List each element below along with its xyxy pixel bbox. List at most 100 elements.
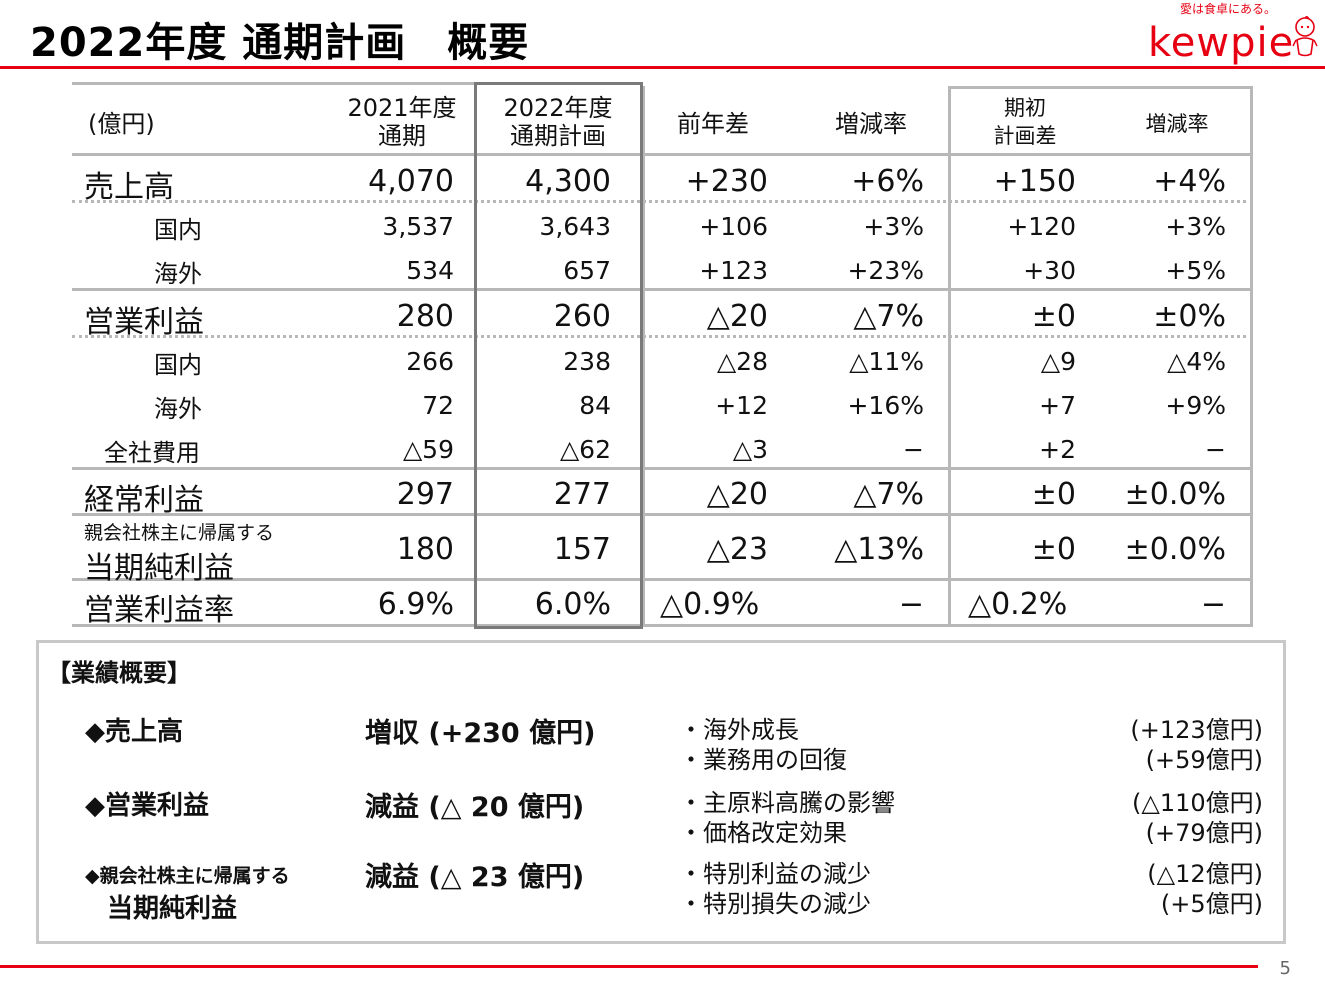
row-label-operating-profit: 営業利益 <box>84 305 204 340</box>
financial-plan-table: (億円) 2021年度 通期 2022年度 通期計画 前年差 増減率 期初 計画… <box>72 82 1253 630</box>
cell-2021: 297 <box>396 477 454 512</box>
table-top-border-right <box>948 86 1253 89</box>
row-divider <box>72 513 1253 516</box>
cell-2022: 277 <box>553 477 611 512</box>
row-label-corporate-expenses: 全社費用 <box>104 439 200 467</box>
table-bottom-border <box>72 624 1253 627</box>
kewpie-doll-icon <box>1292 16 1318 57</box>
summary-item-title: ◆営業利益 <box>85 791 209 821</box>
cell-plan-rate: ±0.0% <box>1124 477 1226 512</box>
cell-plan: △9 <box>1040 347 1076 376</box>
cell-plan: +120 <box>1007 212 1076 241</box>
cell-yoy: △20 <box>706 299 768 334</box>
header-divider-line <box>72 153 1253 156</box>
cell-yoy: +12 <box>715 391 768 420</box>
row-divider <box>72 335 1253 338</box>
summary-item-reasons: ・主原料高騰の影響 ・価格改定効果 <box>679 789 895 847</box>
cell-yoy-rate: − <box>898 587 924 622</box>
header-plan-rate: 増減率 <box>1145 112 1209 136</box>
cell-2022: 238 <box>563 347 611 376</box>
summary-item-title: ◆親会社株主に帰属する 当期純利益 <box>85 865 290 924</box>
cell-2022: △62 <box>559 435 611 464</box>
cell-2022: 260 <box>553 299 611 334</box>
row-label-operating-margin: 営業利益率 <box>84 593 234 628</box>
cell-2022: 657 <box>563 256 611 285</box>
cell-yoy-rate: △13% <box>834 532 924 567</box>
logo-tagline: 愛は食卓にある。 <box>1179 2 1276 16</box>
cell-plan-rate: +9% <box>1165 391 1226 420</box>
cell-plan-rate: +4% <box>1153 164 1226 199</box>
summary-item-result: 増収 (+230 億円) <box>365 718 596 749</box>
row-label-net-income: 当期純利益 <box>84 551 234 586</box>
page-title: 2022年度 通期計画 概要 <box>30 20 530 66</box>
cell-plan-rate: △4% <box>1167 347 1226 376</box>
cell-2021: 72 <box>422 391 454 420</box>
cell-yoy: △3 <box>732 435 768 464</box>
cell-plan: ±0 <box>1031 477 1076 512</box>
row-label-sales: 売上高 <box>84 170 174 205</box>
summary-item-result: 減益 (△ 20 億円) <box>365 792 585 823</box>
logo-wordmark: kewpie <box>1148 20 1295 66</box>
cell-yoy-rate: +16% <box>847 391 924 420</box>
summary-item-amounts: (△12億円) (+5億円) <box>1147 860 1263 918</box>
row-divider <box>72 200 1253 203</box>
cell-yoy: +230 <box>685 164 768 199</box>
cell-plan: ±0 <box>1031 532 1076 567</box>
cell-2021: △59 <box>402 435 454 464</box>
cell-2022: 157 <box>553 532 611 567</box>
summary-item-amounts: (+123億円) (+59億円) <box>1130 716 1263 774</box>
header-divider <box>0 66 1325 69</box>
row-divider <box>72 288 1253 291</box>
footer-divider <box>0 965 1258 968</box>
cell-plan-rate: +3% <box>1165 212 1226 241</box>
row-divider <box>72 467 1253 470</box>
performance-summary: 【業績概要】 ◆売上高 増収 (+230 億円) ・海外成長 ・業務用の回復 (… <box>36 640 1286 944</box>
cell-yoy: △23 <box>706 532 768 567</box>
header-yoy: 前年差 <box>677 110 749 138</box>
summary-item-reasons: ・特別利益の減少 ・特別損失の減少 <box>679 860 871 918</box>
cell-yoy-rate: +23% <box>847 256 924 285</box>
highlight-2022-column <box>474 82 643 629</box>
summary-item-amounts: (△110億円) (+79億円) <box>1132 789 1263 847</box>
column-divider <box>1250 86 1253 626</box>
row-label-ordinary-profit: 経常利益 <box>84 483 204 518</box>
row-label-net-income-prefix: 親会社株主に帰属する <box>84 522 275 544</box>
cell-plan-rate: ±0.0% <box>1124 532 1226 567</box>
column-divider <box>948 86 951 626</box>
cell-2022: 6.0% <box>534 587 611 622</box>
cell-2022: 84 <box>579 391 611 420</box>
cell-plan: +30 <box>1023 256 1076 285</box>
cell-plan: △0.2% <box>968 587 1068 622</box>
kewpie-logo: 愛は食卓にある。 kewpie <box>1140 0 1320 66</box>
cell-plan: +2 <box>1039 435 1076 464</box>
header-plan: 期初 計画差 <box>993 96 1057 148</box>
header-2022: 2022年度 通期計画 <box>503 94 613 150</box>
cell-yoy: △0.9% <box>660 587 760 622</box>
row-label-domestic: 国内 <box>154 351 202 379</box>
row-label-overseas: 海外 <box>154 395 202 423</box>
table-top-border <box>72 82 474 85</box>
summary-heading: 【業績概要】 <box>47 659 191 687</box>
header-unit: (億円) <box>88 110 155 138</box>
summary-item-result: 減益 (△ 23 億円) <box>365 862 585 893</box>
row-label-domestic: 国内 <box>154 216 202 244</box>
row-divider <box>72 578 1253 581</box>
cell-plan: +150 <box>993 164 1076 199</box>
cell-yoy: △28 <box>716 347 768 376</box>
cell-yoy: △20 <box>706 477 768 512</box>
cell-2022: 3,643 <box>539 212 611 241</box>
cell-plan-rate: +5% <box>1165 256 1226 285</box>
cell-plan-rate: − <box>1205 435 1226 464</box>
header-yoy-rate: 増減率 <box>835 110 907 138</box>
row-label-overseas: 海外 <box>154 260 202 288</box>
page-number: 5 <box>1279 958 1291 979</box>
cell-2021: 266 <box>406 347 454 376</box>
summary-item-reasons: ・海外成長 ・業務用の回復 <box>679 716 847 774</box>
cell-yoy-rate: +3% <box>863 212 924 241</box>
cell-plan: +7 <box>1039 391 1076 420</box>
cell-2021: 3,537 <box>382 212 454 241</box>
cell-yoy-rate: +6% <box>851 164 924 199</box>
header-2021: 2021年度 通期 <box>347 94 457 150</box>
cell-2022: 4,300 <box>525 164 611 199</box>
summary-item-title: ◆売上高 <box>85 717 183 747</box>
